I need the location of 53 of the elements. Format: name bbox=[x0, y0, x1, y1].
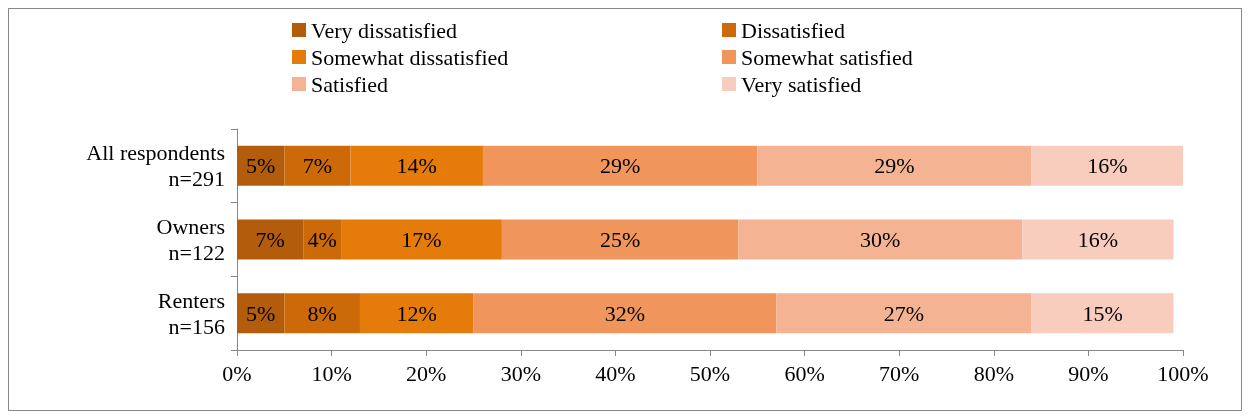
data-label: 7% bbox=[255, 227, 285, 252]
bar bbox=[341, 219, 502, 260]
data-label: 32% bbox=[604, 300, 646, 326]
legend-label: Very dissatisfied bbox=[311, 17, 458, 43]
bar bbox=[1031, 293, 1174, 334]
data-label: 15% bbox=[1082, 300, 1123, 326]
bar bbox=[738, 219, 1023, 260]
bar bbox=[482, 145, 758, 186]
data-label: 12% bbox=[396, 300, 437, 326]
bar bbox=[1022, 219, 1174, 260]
x-tick-label: 60% bbox=[784, 360, 825, 386]
data-label: 17% bbox=[401, 227, 442, 252]
bar bbox=[776, 293, 1032, 334]
x-tick-label: 20% bbox=[406, 360, 447, 386]
legend-label: Somewhat satisfied bbox=[741, 44, 913, 70]
bar bbox=[359, 293, 474, 334]
bar bbox=[237, 219, 304, 260]
data-label: 30% bbox=[860, 227, 901, 252]
legend-label: Somewhat dissatisfied bbox=[311, 44, 509, 70]
x-tick-label: 30% bbox=[500, 360, 541, 386]
data-label: 29% bbox=[874, 153, 915, 179]
x-tick-label: 70% bbox=[879, 360, 920, 386]
data-label: 29% bbox=[599, 153, 641, 179]
data-label: 4% bbox=[307, 227, 337, 252]
bar bbox=[284, 293, 360, 334]
x-tick-label: 80% bbox=[973, 360, 1014, 386]
y-tick-label: Renters n=156 bbox=[157, 287, 225, 339]
data-label: 16% bbox=[1087, 153, 1128, 179]
bar bbox=[757, 145, 1032, 186]
data-label: 27% bbox=[883, 300, 925, 326]
bar bbox=[501, 219, 739, 260]
legend-label: Dissatisfied bbox=[741, 17, 845, 43]
legend-label: Very satisfied bbox=[741, 71, 862, 97]
bar bbox=[350, 145, 483, 186]
data-label: 5% bbox=[245, 300, 276, 326]
bar bbox=[284, 145, 351, 186]
legend-label: Satisfied bbox=[311, 71, 388, 97]
data-label: 7% bbox=[302, 153, 333, 179]
x-tick-label: 90% bbox=[1068, 360, 1109, 386]
data-label: 25% bbox=[599, 227, 641, 252]
x-tick-label: 40% bbox=[595, 360, 636, 386]
x-tick-label: 50% bbox=[689, 360, 731, 386]
data-label: 5% bbox=[245, 153, 276, 179]
x-tick-label: 10% bbox=[311, 360, 352, 386]
bar bbox=[473, 293, 777, 334]
data-label: 16% bbox=[1077, 227, 1119, 252]
bar bbox=[1031, 145, 1183, 186]
y-tick-label: Owners n=122 bbox=[156, 214, 225, 265]
x-tick-label: 0% bbox=[222, 360, 252, 386]
x-tick-label: 100% bbox=[1157, 360, 1209, 386]
data-label: 8% bbox=[307, 300, 337, 326]
data-label: 14% bbox=[396, 153, 437, 179]
y-tick-label: All respondents n=291 bbox=[86, 140, 225, 192]
